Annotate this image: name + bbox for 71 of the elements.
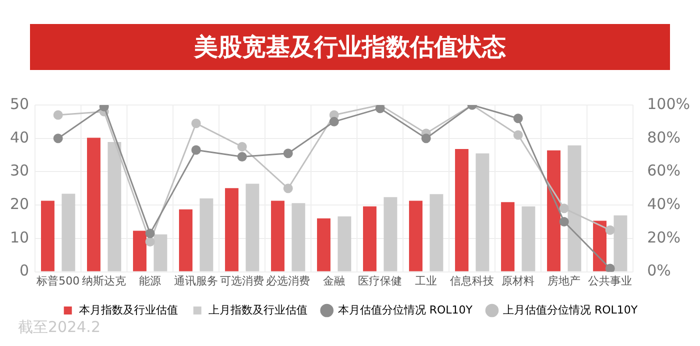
point	[53, 134, 63, 144]
bar	[455, 149, 468, 272]
bar	[593, 220, 606, 272]
bar	[179, 209, 192, 272]
x-tick-label: 原材料	[502, 274, 535, 288]
bar	[409, 200, 422, 272]
y2-tick-label: 60%	[647, 162, 680, 180]
legend-label: 上月估值分位情况 ROL10Y	[503, 303, 638, 316]
y2-tick-label: 0%	[647, 262, 671, 280]
y2-tick-label: 100%	[647, 94, 690, 113]
bar	[87, 138, 100, 272]
x-tick-label: 通讯服务	[174, 274, 218, 288]
point	[421, 134, 431, 144]
x-tick-label: 纳斯达克	[82, 274, 126, 288]
x-tick-label: 必选消费	[266, 274, 310, 288]
point	[513, 130, 523, 140]
bar	[338, 216, 352, 272]
bar	[501, 202, 514, 272]
y-tick-label: 50	[10, 94, 30, 113]
bar	[133, 230, 146, 272]
chart-title: 美股宽基及行业指数估值状态	[30, 24, 670, 70]
point	[283, 184, 293, 194]
y2-tick-label: 20%	[647, 228, 680, 246]
y-tick-label: 10	[10, 228, 30, 246]
x-tick-label: 医疗保健	[358, 274, 402, 288]
legend-label: 上月指数及行业估值	[208, 303, 308, 316]
bar	[246, 184, 260, 272]
point	[559, 217, 569, 227]
point	[145, 228, 155, 238]
point	[513, 114, 523, 124]
bar	[317, 218, 330, 272]
x-tick-label: 标普500	[36, 274, 80, 288]
x-tick-label: 公共事业	[588, 274, 632, 288]
y2-tick-label: 40%	[647, 194, 680, 213]
bar	[292, 203, 306, 272]
bar	[271, 200, 284, 272]
point	[329, 116, 339, 126]
y-tick-label: 40	[10, 128, 30, 146]
y-tick-label: 30	[10, 162, 30, 180]
x-tick-label: 工业	[415, 274, 438, 288]
point	[559, 204, 569, 214]
x-tick-label: 可选消费	[220, 274, 264, 288]
point	[605, 264, 615, 272]
x-tick-label: 房地产	[548, 274, 581, 288]
bar	[41, 200, 54, 272]
x-tick-label: 金融	[323, 274, 346, 288]
x-tick-label: 信息科技	[450, 274, 494, 288]
point	[283, 148, 293, 158]
point	[605, 225, 615, 235]
bar	[547, 150, 560, 272]
bar	[522, 206, 536, 272]
bar	[200, 198, 214, 272]
point	[237, 152, 247, 162]
point	[375, 105, 385, 114]
point	[191, 145, 201, 155]
x-tick-label: 能源	[139, 274, 162, 288]
legend-label: 本月估值分位情况 ROL10Y	[338, 303, 473, 316]
bar	[225, 188, 238, 272]
point	[191, 118, 201, 128]
point	[237, 142, 247, 152]
y-tick-label: 0	[20, 262, 30, 280]
bar	[363, 206, 376, 272]
bar	[62, 194, 76, 272]
legend-label: 本月指数及行业估值	[78, 303, 178, 316]
y-tick-label: 20	[10, 194, 30, 213]
y2-tick-label: 80%	[647, 128, 680, 146]
point	[145, 237, 155, 247]
bar	[430, 194, 444, 272]
point	[53, 110, 63, 120]
bar	[476, 153, 490, 272]
bar	[384, 197, 398, 272]
